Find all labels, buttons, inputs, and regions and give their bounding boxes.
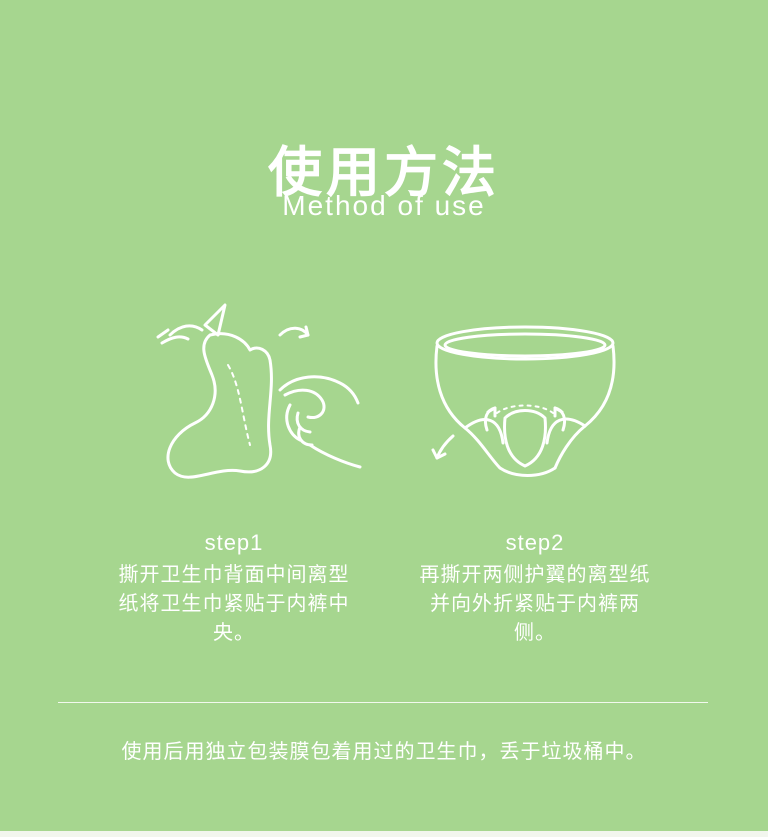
- step-1-label: step1: [204, 530, 264, 555]
- step-1: step1 撕开卫生巾背面中间离型纸将卫生巾紧贴于内裤中央。: [94, 530, 374, 647]
- fold-wings-underwear-icon: [425, 318, 625, 488]
- page-subtitle: Method of use: [282, 190, 486, 221]
- page-title: 使用方法: [268, 141, 500, 204]
- tear-pad-paper-icon: [150, 295, 370, 505]
- bottom-band: [0, 831, 768, 837]
- step-2-label: step2: [505, 530, 565, 555]
- step-2: step2 再撕开两侧护翼的离型纸并向外折紧贴于内裤两侧。: [395, 530, 675, 647]
- step-1-description: 撕开卫生巾背面中间离型纸将卫生巾紧贴于内裤中央。: [118, 562, 350, 644]
- divider: [58, 702, 708, 703]
- step-2-description: 再撕开两侧护翼的离型纸并向外折紧贴于内裤两侧。: [419, 562, 651, 644]
- footer-note: 使用后用独立包装膜包着用过的卫生巾，丢于垃圾桶中。: [121, 739, 647, 763]
